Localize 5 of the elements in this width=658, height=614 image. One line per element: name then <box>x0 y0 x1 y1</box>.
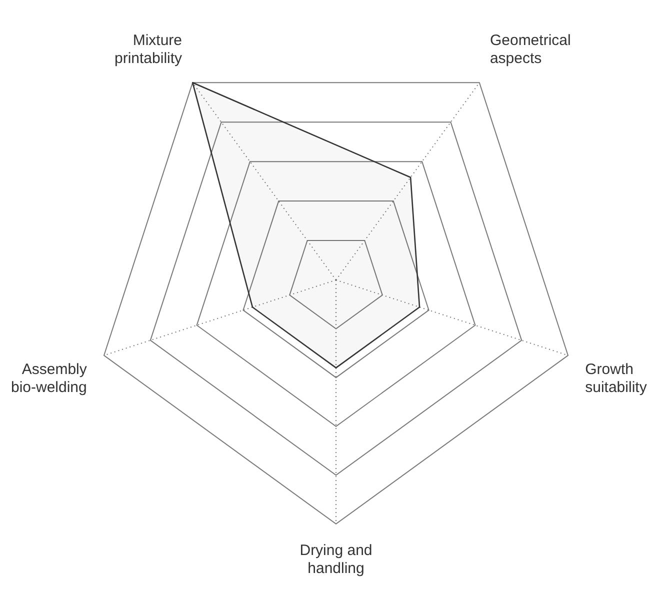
spoke-label: Geometrical aspects <box>490 32 571 68</box>
spoke-label: Growth suitability <box>585 361 648 396</box>
spoke-label: Drying and handling <box>300 542 372 578</box>
spoke-label: Assembly bio-welding <box>10 361 88 396</box>
spoke-label: Mixture printability <box>114 32 183 68</box>
